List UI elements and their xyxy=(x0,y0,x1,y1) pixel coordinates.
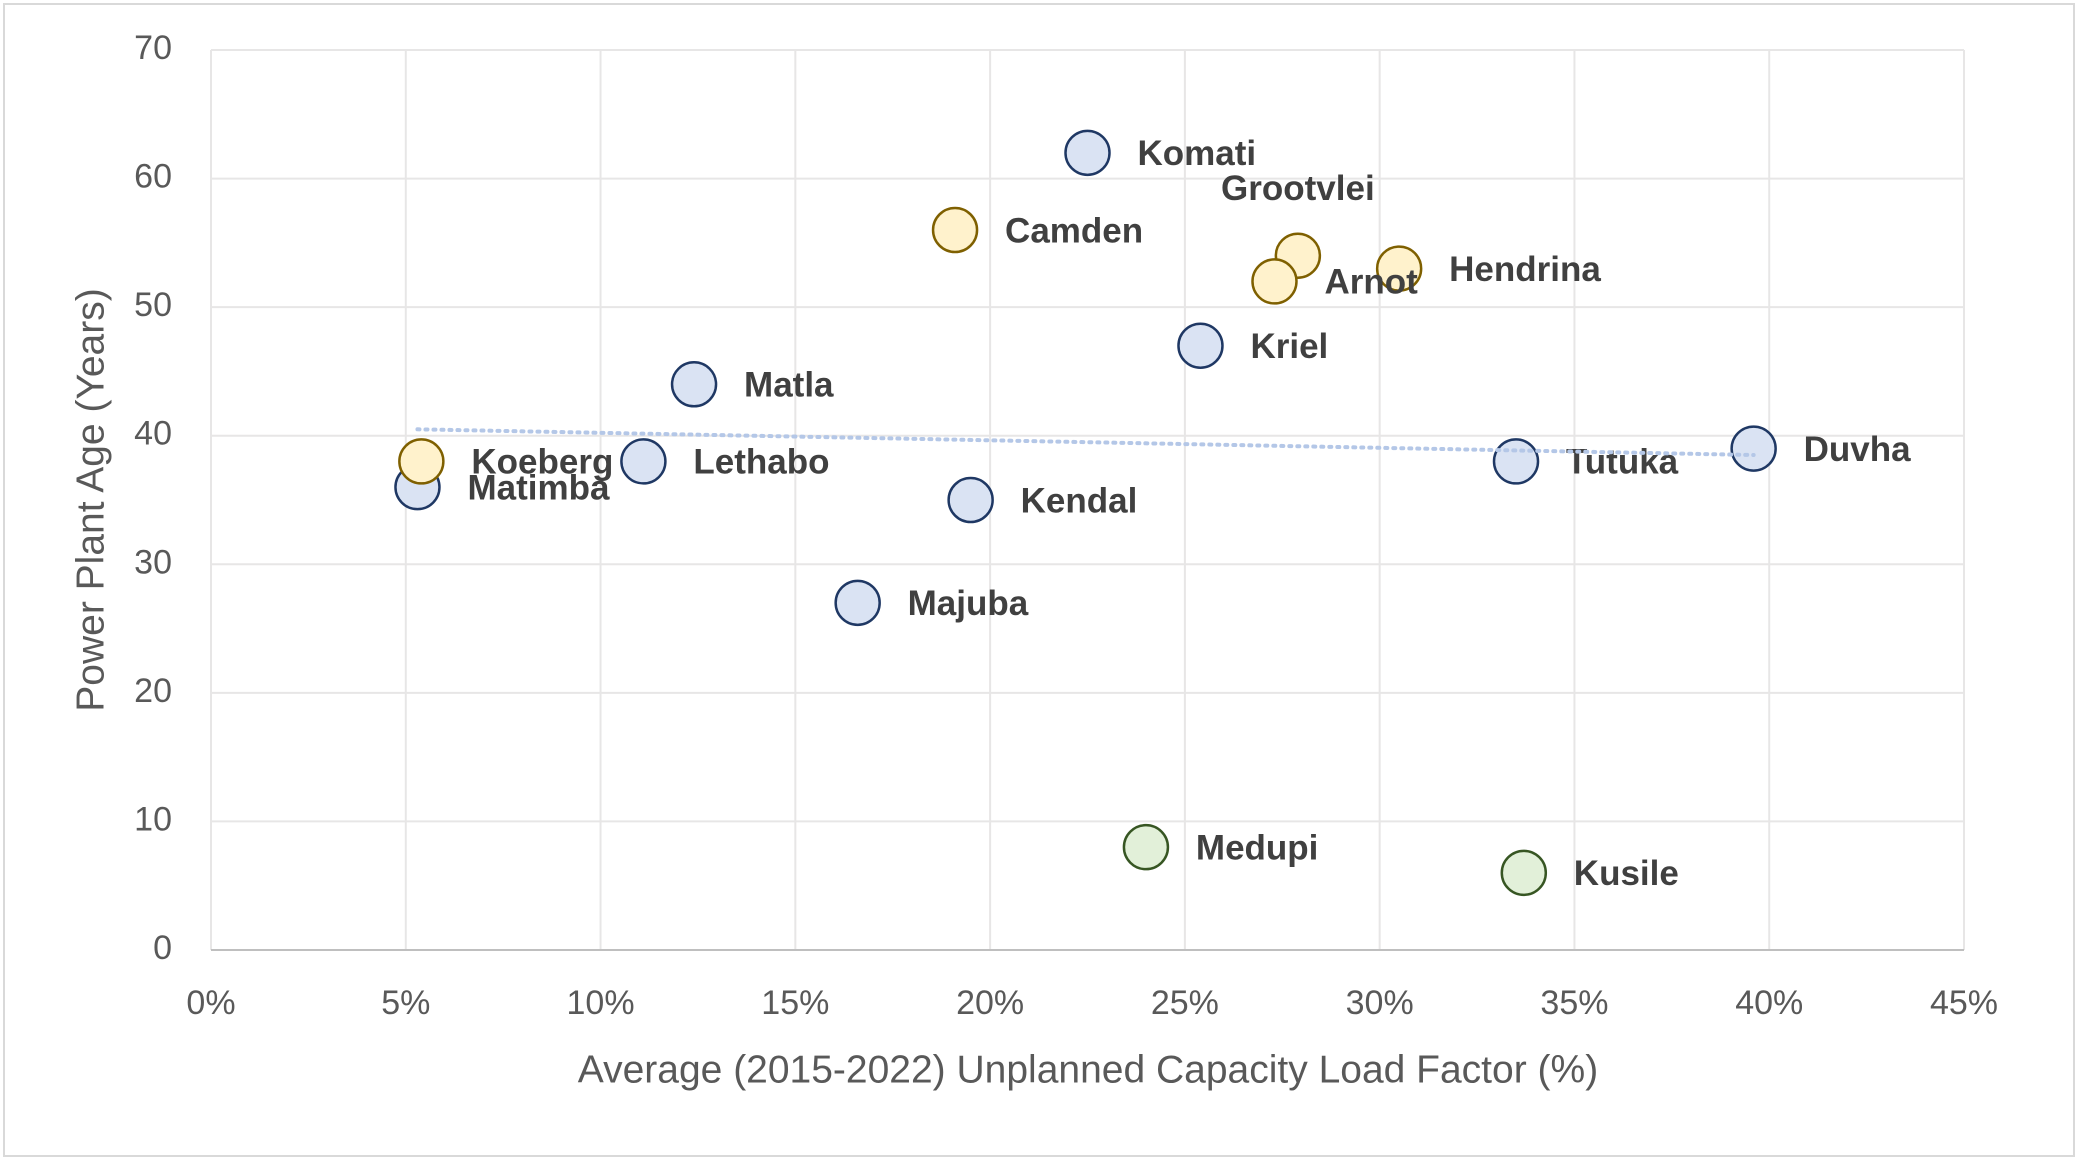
point-label: Matimba xyxy=(467,468,610,507)
marks: Komati Kriel Matla Matimba Lethabo Kendal Maju… xyxy=(394,129,1912,897)
scatter-point xyxy=(1064,129,1111,177)
trendline xyxy=(415,427,1756,457)
scatter-point xyxy=(1251,258,1298,305)
point-label: Kusile xyxy=(1574,854,1679,893)
scatter-point xyxy=(670,361,718,408)
point-label: Hendrina xyxy=(1449,250,1601,289)
point-label: Kendal xyxy=(1021,481,1138,520)
scatter-point xyxy=(947,476,994,524)
scatter-point xyxy=(931,206,979,254)
chart-frame xyxy=(3,3,2075,1157)
y-axis-title: Power Plant Age (Years) xyxy=(69,288,112,711)
scatter-point xyxy=(398,438,445,485)
point-label: Medupi xyxy=(1196,828,1318,867)
point-label: Matla xyxy=(744,366,834,405)
point-label: Koeberg xyxy=(471,443,613,482)
x-tick-label: 30% xyxy=(1346,984,1414,1022)
scatter-point xyxy=(1122,823,1170,871)
y-tick-label: 40 xyxy=(134,415,172,453)
point-label: Kriel xyxy=(1250,327,1328,366)
y-tick-label: 0 xyxy=(153,929,172,967)
y-tick-label: 20 xyxy=(134,672,172,710)
x-tick-label: 45% xyxy=(1930,984,1998,1022)
scatter-point xyxy=(834,579,881,627)
scatter-point xyxy=(620,438,667,485)
x-tick-label: 15% xyxy=(761,984,829,1022)
y-tick-label: 10 xyxy=(134,800,172,838)
y-tick-label: 50 xyxy=(134,286,172,324)
point-label: Tutuka xyxy=(1566,443,1679,482)
x-tick-label: 35% xyxy=(1540,984,1608,1022)
x-tick-label: 0% xyxy=(186,984,235,1022)
y-tick-label: 60 xyxy=(134,158,172,196)
point-label: Duvha xyxy=(1804,430,1912,469)
scatter-point xyxy=(1500,849,1548,897)
scatter-point xyxy=(1177,322,1224,369)
point-label: Majuba xyxy=(908,584,1029,623)
y-tick-label: 70 xyxy=(134,29,172,67)
point-label: Komati xyxy=(1138,134,1257,173)
point-label: Grootvlei xyxy=(1221,169,1375,208)
point-label: Lethabo xyxy=(693,443,829,482)
x-tick-label: 10% xyxy=(567,984,635,1022)
scatter-point xyxy=(1492,438,1540,485)
point-label: Arnot xyxy=(1324,263,1418,302)
x-tick-label: 20% xyxy=(956,984,1024,1022)
x-tick-label: 40% xyxy=(1735,984,1803,1022)
x-axis-title: Average (2015-2022) Unplanned Capacity L… xyxy=(578,1048,1598,1091)
point-label: Camden xyxy=(1005,211,1143,250)
scatter-point xyxy=(1730,425,1777,472)
scatter-point xyxy=(1375,245,1423,292)
x-tick-label: 5% xyxy=(381,984,430,1022)
y-tick-label: 30 xyxy=(134,543,172,581)
x-tick-label: 25% xyxy=(1151,984,1219,1022)
